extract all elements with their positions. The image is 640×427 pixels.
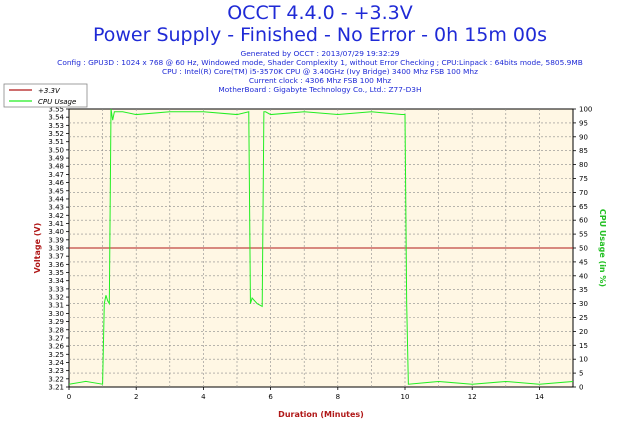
y-tick-label: 3.42 <box>48 212 64 220</box>
y-tick-label: 3.51 <box>48 138 64 146</box>
x-tick-label: 8 <box>336 393 340 401</box>
y2-tick-label: 20 <box>579 328 588 336</box>
y-tick-label: 3.48 <box>48 163 64 171</box>
y-tick-label: 3.52 <box>48 130 64 138</box>
y-tick-label: 3.36 <box>48 261 64 269</box>
legend-label-voltage: +3.3V <box>38 87 61 95</box>
y-tick-label: 3.31 <box>48 302 64 310</box>
y2-tick-label: 50 <box>579 245 588 253</box>
y-tick-label: 3.35 <box>48 269 64 277</box>
y2-tick-label: 55 <box>579 231 588 239</box>
x-tick-label: 6 <box>268 393 273 401</box>
y-tick-label: 3.32 <box>48 294 64 302</box>
y2-tick-label: 80 <box>579 161 588 169</box>
y-tick-label: 3.30 <box>48 310 64 318</box>
x-axis-label: Duration (Minutes) <box>278 410 364 419</box>
y2-tick-label: 25 <box>579 314 588 322</box>
cpu-line: CPU : Intel(R) Core(TM) i5-3570K CPU @ 3… <box>161 67 478 76</box>
x-tick-label: 4 <box>201 393 206 401</box>
x-tick-label: 12 <box>468 393 477 401</box>
y-tick-label: 3.49 <box>48 155 64 163</box>
y-tick-label: 3.21 <box>48 384 64 392</box>
legend: +3.3V CPU Usage <box>3 83 88 108</box>
y2-tick-label: 75 <box>579 175 588 183</box>
generated-line: Generated by OCCT : 2013/07/29 19:32:29 <box>240 49 400 58</box>
y2-tick-label: 35 <box>579 286 588 294</box>
y2-tick-label: 10 <box>579 356 588 364</box>
y-tick-label: 3.25 <box>48 351 64 359</box>
y2-tick-label: 85 <box>579 147 588 155</box>
y-tick-label: 3.29 <box>48 318 64 326</box>
y2-tick-label: 60 <box>579 217 588 225</box>
y-tick-label: 3.27 <box>48 334 64 342</box>
y-tick-label: 3.37 <box>48 253 64 261</box>
y-tick-label: 3.53 <box>48 122 64 130</box>
chart-subtitle: Power Supply - Finished - No Error - 0h … <box>92 24 548 46</box>
y-tick-label: 3.41 <box>48 220 64 228</box>
y2-tick-label: 5 <box>579 370 583 378</box>
y-tick-label: 3.54 <box>48 114 64 122</box>
y2-tick-label: 40 <box>579 272 588 280</box>
y-tick-label: 3.34 <box>48 277 64 285</box>
x-tick-label: 10 <box>401 393 410 401</box>
motherboard-line: MotherBoard : Gigabyte Technology Co., L… <box>218 85 422 94</box>
y2-tick-label: 70 <box>579 189 588 197</box>
chart-title: OCCT 4.4.0 - +3.3V <box>227 2 413 24</box>
y2-tick-label: 100 <box>579 106 592 114</box>
series-line-cpu-usage <box>68 108 574 385</box>
y-tick-label: 3.28 <box>48 326 64 334</box>
y-tick-label: 3.26 <box>48 343 64 351</box>
y-tick-label: 3.45 <box>48 187 64 195</box>
x-tick-label: 14 <box>535 393 544 401</box>
y2-tick-label: 0 <box>579 384 583 392</box>
y-tick-label: 3.47 <box>48 171 64 179</box>
config-line: Config : GPU3D : 1024 x 768 @ 60 Hz, Win… <box>57 58 583 67</box>
y-tick-label: 3.44 <box>48 195 64 203</box>
y2-axis-label: CPU Usage (in %) <box>598 209 607 287</box>
y2-tick-label: 30 <box>579 300 588 308</box>
y-tick-label: 3.50 <box>48 146 64 154</box>
x-tick-label: 0 <box>67 393 71 401</box>
y-tick-label: 3.38 <box>48 245 64 253</box>
x-tick-label: 2 <box>134 393 138 401</box>
y-tick-label: 3.46 <box>48 179 64 187</box>
y-axis-label: Voltage (V) <box>33 223 42 274</box>
y2-tick-label: 45 <box>579 258 588 266</box>
legend-label-cpu-usage: CPU Usage <box>38 98 76 106</box>
y-tick-label: 3.23 <box>48 367 64 375</box>
y2-tick-label: 65 <box>579 203 588 211</box>
y-tick-label: 3.43 <box>48 204 64 212</box>
y-tick-label: 3.39 <box>48 236 64 244</box>
y-tick-label: 3.33 <box>48 285 64 293</box>
y2-tick-label: 95 <box>579 119 588 127</box>
y-tick-label: 3.22 <box>48 375 64 383</box>
y-tick-label: 3.40 <box>48 228 64 236</box>
y2-tick-label: 90 <box>579 133 588 141</box>
y-tick-label: 3.24 <box>48 359 64 367</box>
y2-tick-label: 15 <box>579 342 588 350</box>
y-tick-label: 3.55 <box>48 106 64 114</box>
clock-line: Current clock : 4306 Mhz FSB 100 Mhz <box>248 76 392 85</box>
